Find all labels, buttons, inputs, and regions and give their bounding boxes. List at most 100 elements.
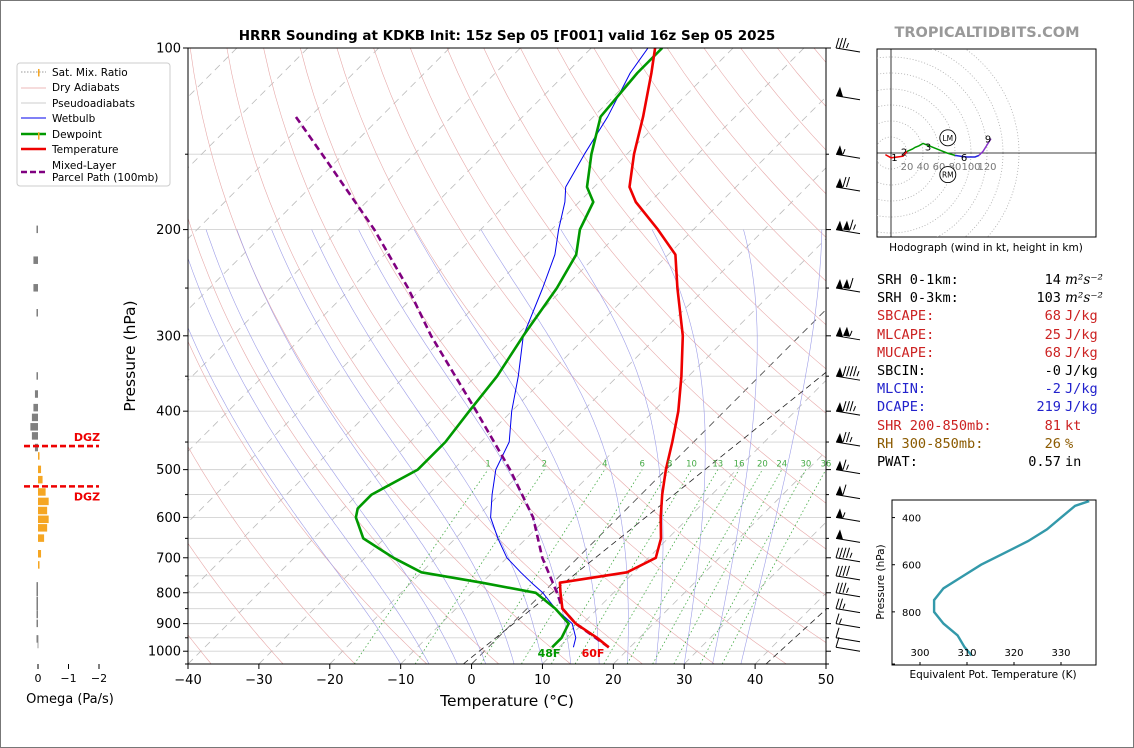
reference-line [463,371,826,664]
mixing-ratio-label: 10 [686,460,697,470]
omega-panel: DGZ DGZ 0 −1 −2 [24,68,107,685]
dry-adiabat [483,48,826,459]
wind-barb [835,598,861,614]
y-tick-label: 200 [156,223,181,238]
index-row: MUCAPE: 68 J/kg [877,345,1127,363]
index-unit: J/kg [1065,399,1098,416]
storm-motion-marker [939,166,957,184]
skewt-background-lines [188,48,826,664]
y-tick-label: 400 [156,405,181,420]
series-dewpoint [354,48,664,649]
legend-dryadiabat-label: Dry Adiabats [52,82,120,94]
x-tick-label: 0 [467,673,475,688]
mixing-ratio-line [652,469,763,664]
theta-e-frame [891,499,1097,666]
hodograph-caption: Hodograph (wind in kt, height in km) [889,242,1083,254]
isotherm [683,521,826,664]
hodograph-frame [876,48,1097,238]
wind-barb [835,508,861,522]
omega-bar [36,582,38,590]
wind-barb [835,627,861,643]
index-row: SBCAPE: 68 J/kg [877,308,1127,326]
index-value: 14 [1044,272,1061,288]
y-tick-label: 600 [156,511,181,526]
index-label: MUCAPE: [877,344,935,361]
wind-barb [835,484,861,500]
hodograph-trace [885,150,908,159]
dry-adiabat [556,48,826,370]
index-value: 81 [1044,417,1061,434]
omega-bar [36,610,38,619]
isotherm [188,48,521,381]
wind-barb [835,582,861,598]
x-tick-label: −30 [245,673,272,688]
dry-adiabat [189,48,571,664]
dgz-label: DGZ [74,431,100,444]
dry-adiabat [263,48,715,664]
legend: Sat. Mix. Ratio Dry Adiabats Pseudoadiab… [16,62,171,187]
wind-barb [835,326,861,341]
mixing-ratio-line [353,469,489,664]
omega-bar [38,465,42,474]
series-temperature [558,48,685,649]
hodograph-ring-label: 20 [901,162,914,173]
omega-bar [38,524,48,532]
mixing-ratio-label: 8 [667,460,672,470]
wind-barb [835,176,861,192]
mixing-ratio-label: 4 [602,460,607,470]
omega-bar [38,550,42,558]
index-row: SRH 0-3km: 103 m²s⁻² [877,290,1127,308]
legend-parcel-label: Mixed-Layer Parcel Path (100mb) [52,160,158,184]
mixing-ratio-label: 16 [734,460,745,470]
watermark: TROPICALTIDBITS.COM [894,25,1079,41]
index-value: 219 [1036,399,1061,416]
wind-barb [835,547,861,563]
isotherm [613,450,826,664]
wind-barb [835,366,861,381]
x-tick-label: 30 [676,673,693,688]
omega-bar [38,488,46,496]
pseudoadiabat [188,327,401,664]
wind-barb [835,613,861,629]
index-label: SRH 0-3km: [877,290,959,307]
index-unit: m²s⁻² [1065,272,1103,288]
x-tick-label: 10 [534,673,551,688]
dry-adiabat [188,340,428,664]
index-unit: m²s⁻² [1065,290,1103,307]
y-tick-label: 500 [156,463,181,478]
hodograph-trace [978,138,992,156]
index-value: 103 [1036,290,1061,307]
storm-motion-marker [939,129,957,147]
hodograph-ring-label: 60 [933,162,946,173]
mixing-ratio-line [699,469,807,664]
dry-adiabat [410,48,826,550]
theta-e-y-tick-label: 800 [902,608,921,619]
isotherm [188,48,592,452]
mixing-ratio-label: 13 [712,460,723,470]
legend-wetbulb-label: Wetbulb [52,113,96,125]
mixing-ratio-line [673,469,783,664]
theta-e-ylabel: Pressure (hPa) [875,544,887,619]
y-tick-label: 100 [156,42,181,57]
index-label: MLCIN: [877,381,927,398]
omega-bar [33,284,38,292]
wind-barb [835,637,861,652]
pseudoadiabat [271,229,515,664]
series-wetbulb [490,48,649,648]
index-row: SRH 0-1km: 14 m²s⁻² [877,272,1127,290]
isotherm [188,48,805,664]
index-label: MLCAPE: [877,326,935,343]
index-unit: J/kg [1065,326,1098,343]
storm-motion-label: RM [942,171,954,180]
isotherm [188,48,734,594]
x-tick-label: −20 [316,673,343,688]
dry-adiabat [520,48,826,414]
y-tick-label: 800 [156,586,181,601]
index-label: PWAT: [877,453,918,470]
skewt-axes-frame [187,47,827,665]
pseudoadiabat [480,229,629,664]
omega-bar [36,619,38,628]
hodograph-ring-label: 80 [949,162,962,173]
omega-bar [36,603,38,611]
legend-temperature-label: Temperature [51,144,119,156]
